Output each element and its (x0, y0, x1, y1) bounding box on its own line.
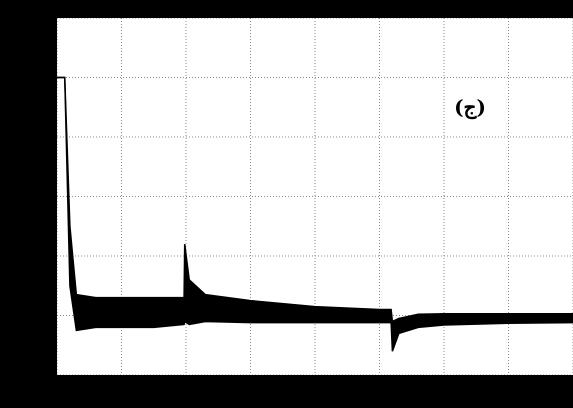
annotation: (ج) (454, 95, 486, 120)
page: {"chart_data": {"type": "band", "annotat… (0, 0, 573, 408)
chart: (ج) (0, 0, 573, 408)
background (0, 0, 573, 408)
top-frame (0, 0, 573, 18)
left-frame (0, 0, 57, 408)
bottom-frame (0, 375, 573, 408)
